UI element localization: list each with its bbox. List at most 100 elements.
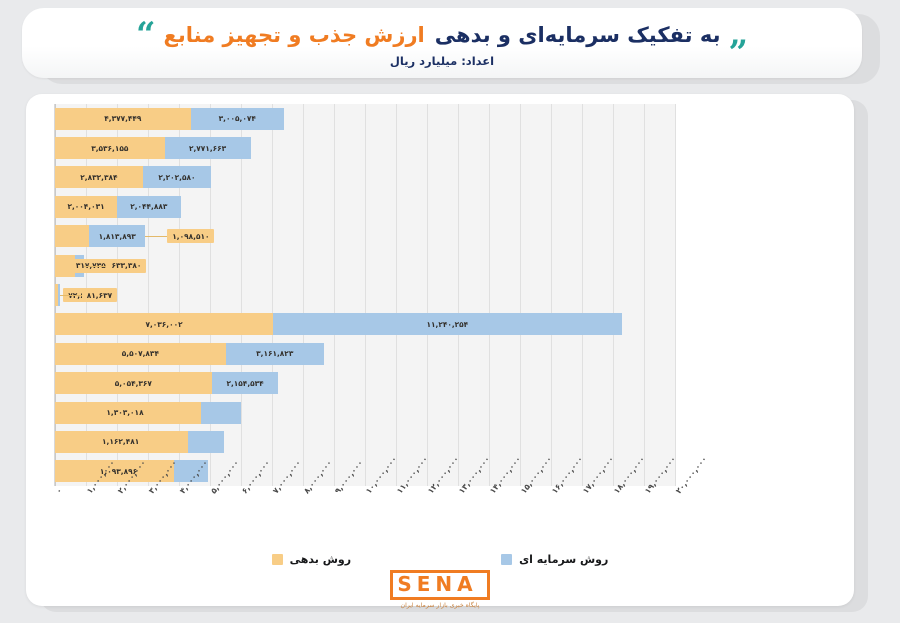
- gridline: [489, 104, 490, 486]
- bar-segment-capital[interactable]: ۱۱,۲۴۰,۲۵۴: [273, 313, 622, 336]
- legend-swatch: [271, 553, 283, 565]
- x-axis-tick-label: ۰: [54, 486, 65, 496]
- bar-segment-debt[interactable]: [55, 284, 58, 306]
- header: “ ارزش جذب و تجهیز منابع به تفکیک سرمایه…: [0, 0, 900, 92]
- bar-value-label: ۸۱,۶۳۷: [86, 290, 113, 300]
- legend-swatch: [501, 553, 513, 565]
- bar-segment-debt[interactable]: ۴,۳۷۷,۴۴۹: [55, 107, 191, 130]
- bar-row[interactable]: ۱۱,۲۴۰,۲۵۴ ۷,۰۳۶,۰۰۲: [55, 313, 622, 336]
- bar-segment-debt[interactable]: [55, 225, 90, 248]
- gridline: [458, 104, 459, 486]
- bar-segment-capital[interactable]: ۲,۷۷۱,۶۶۳: [164, 137, 251, 160]
- bar-segment-debt[interactable]: ۵,۰۵۴,۳۶۷: [55, 372, 212, 395]
- bar-value-label: ۲,۷۷۱,۶۶۳: [188, 143, 227, 153]
- page-title-orange: ارزش جذب و تجهیز منابع: [163, 23, 426, 47]
- bar-value-callout: ۸۱,۶۳۷: [81, 288, 118, 302]
- bar-value-callout: ۶۳۳,۳۸۰: [106, 258, 147, 273]
- chart-legend: روش سرمایه ای روش بدهی: [26, 546, 854, 572]
- bar-segment-capital[interactable]: [173, 460, 208, 483]
- gridline: [365, 104, 366, 486]
- footer-logo: SENA پایگاه خبری بازار سرمایه ایران: [26, 569, 854, 609]
- gridline: [582, 104, 583, 486]
- callout-leader-line: [84, 265, 107, 267]
- bar-value-callout: ۱,۰۹۸,۵۱۰: [167, 229, 215, 244]
- page-title-navy: به تفکیک سرمایه‌ای و بدهی: [434, 23, 721, 47]
- bar-value-label: ۱,۱۶۲,۴۸۱: [102, 437, 140, 447]
- bar-value-label: ۱,۸۱۳,۸۹۳: [98, 231, 136, 241]
- bar-value-label: ۱,۰۹۳,۸۹۶: [99, 466, 138, 476]
- bar-segment-capital[interactable]: ۲,۰۴۴,۸۸۳: [117, 195, 181, 218]
- bar-segment-debt[interactable]: [55, 254, 75, 277]
- header-card: “ ارزش جذب و تجهیز منابع به تفکیک سرمایه…: [22, 8, 862, 78]
- bar-value-callout: ۱,۱۶۲,۴۸۱: [97, 434, 145, 449]
- bar-segment-capital[interactable]: [187, 430, 224, 453]
- chart-panel: عملکرد ۱۴۰۴ تا ۱۴۰۴/۰۷/۳۰عملکرد ۱۴۰۴ تا …: [26, 94, 854, 609]
- gridline: [117, 104, 118, 486]
- gridline: [210, 104, 211, 486]
- gridline: [396, 104, 397, 486]
- sena-logo: SENA: [390, 569, 490, 600]
- plot-area: ۳,۰۰۵,۰۷۴ ۴,۳۷۷,۴۴۹ ۲,۷۷۱,۶۶۳ ۳,۵۳۶,۱۵۵ ۲,۲۰…: [54, 104, 676, 486]
- sena-logo-subtitle: پایگاه خبری بازار سرمایه ایران: [400, 601, 480, 609]
- callout-leader-line: [145, 236, 168, 238]
- gridline: [334, 104, 335, 486]
- bar-row[interactable]: ۳,۰۰۵,۰۷۴ ۴,۳۷۷,۴۴۹: [55, 107, 284, 130]
- bar-row[interactable]: ۲,۰۴۴,۸۸۳ ۲,۰۰۴,۰۳۱: [55, 195, 181, 218]
- bar-segment-debt[interactable]: ۵,۵۰۷,۸۳۴: [55, 342, 226, 365]
- gridline: [303, 104, 304, 486]
- bar-row[interactable]: [55, 284, 60, 306]
- bar-row[interactable]: ۱,۸۱۳,۸۹۳: [55, 225, 146, 248]
- gridline: [613, 104, 614, 486]
- bar-value-callout: ۱,۳۰۳,۰۱۸: [101, 405, 149, 420]
- bar-value-label: ۳,۵۳۶,۱۵۵: [91, 143, 129, 153]
- gridline: [179, 104, 180, 486]
- bar-value-label: ۷,۰۳۶,۰۰۲: [145, 319, 183, 329]
- bar-segment-debt[interactable]: ۲,۸۳۲,۳۸۴: [55, 166, 143, 189]
- title-row: “ ارزش جذب و تجهیز منابع به تفکیک سرمایه…: [135, 15, 749, 55]
- bar-value-label: ۲,۸۳۲,۳۸۴: [80, 172, 118, 182]
- chart: عملکرد ۱۴۰۴ تا ۱۴۰۴/۰۷/۳۰عملکرد ۱۴۰۴ تا …: [26, 94, 854, 609]
- bar-segment-debt[interactable]: ۲,۰۰۴,۰۳۱: [55, 195, 118, 218]
- bar-segment-capital[interactable]: [200, 401, 242, 424]
- x-axis-tick-label: ۲۰,۰۰۰,۰۰۰: [674, 454, 709, 496]
- bar-row[interactable]: ۳,۱۶۱,۸۲۳ ۵,۵۰۷,۸۳۴: [55, 342, 324, 365]
- bar-segment-debt[interactable]: ۷,۰۳۶,۰۰۲: [55, 313, 274, 336]
- bar-value-label: ۳,۱۶۱,۸۲۳: [256, 349, 294, 359]
- bar-value-label: ۲,۰۰۴,۰۳۱: [67, 202, 105, 212]
- quote-close-icon: “: [730, 15, 749, 55]
- bar-segment-capital[interactable]: ۱,۸۱۳,۸۹۳: [89, 225, 146, 248]
- bar-value-label: ۲,۲۰۲,۵۸۰: [158, 172, 196, 182]
- legend-item-capital[interactable]: روش سرمایه ای: [501, 553, 608, 566]
- gridline: [241, 104, 242, 486]
- bar-value-label: ۵,۵۰۷,۸۳۴: [121, 349, 159, 359]
- bar-value-label: ۵,۰۵۴,۳۶۷: [114, 378, 152, 388]
- gridline: [148, 104, 149, 486]
- bar-value-label: ۲,۱۵۴,۵۳۴: [226, 378, 264, 388]
- bar-segment-capital[interactable]: ۳,۰۰۵,۰۷۴: [190, 107, 284, 130]
- bar-segment-capital[interactable]: ۲,۲۰۲,۵۸۰: [142, 166, 212, 189]
- bar-value-label: ۴,۳۷۷,۴۴۹: [104, 114, 142, 124]
- gridline: [675, 104, 676, 486]
- bar-value-label: ۶۳۳,۳۸۰: [111, 261, 142, 271]
- bar-row[interactable]: ۲,۱۵۴,۵۳۴ ۵,۰۵۴,۳۶۷: [55, 372, 279, 395]
- bar-segment-capital[interactable]: ۲,۱۵۴,۵۳۴: [211, 372, 279, 395]
- bar-value-label: ۱۱,۲۴۰,۲۵۴: [426, 319, 469, 329]
- legend-item-debt[interactable]: روش بدهی: [271, 552, 352, 566]
- legend-label: روش بدهی: [289, 552, 352, 566]
- bar-segment-capital[interactable]: ۳,۱۶۱,۸۲۳: [225, 342, 324, 365]
- callout-leader-line: [59, 295, 82, 296]
- bar-value-callout: ۱,۰۹۳,۸۹۶: [94, 464, 143, 479]
- bar-segment-debt[interactable]: ۳,۵۳۶,۱۵۵: [55, 137, 165, 160]
- gridline: [551, 104, 552, 486]
- page-subtitle: اعداد: میلیارد ریال: [389, 54, 495, 68]
- bar-value-label: ۲,۰۴۴,۸۸۳: [130, 202, 168, 212]
- bar-row[interactable]: ۲,۲۰۲,۵۸۰ ۲,۸۳۲,۳۸۴: [55, 166, 212, 189]
- bar-row[interactable]: ۲,۷۷۱,۶۶۳ ۳,۵۳۶,۱۵۵: [55, 137, 251, 160]
- quote-open-icon: “: [135, 15, 156, 55]
- gridline: [272, 104, 273, 486]
- bar-segment-capital[interactable]: [57, 284, 60, 306]
- gridline: [644, 104, 645, 486]
- gridline: [520, 104, 521, 486]
- bar-value-label: ۳,۰۰۵,۰۷۴: [218, 114, 256, 124]
